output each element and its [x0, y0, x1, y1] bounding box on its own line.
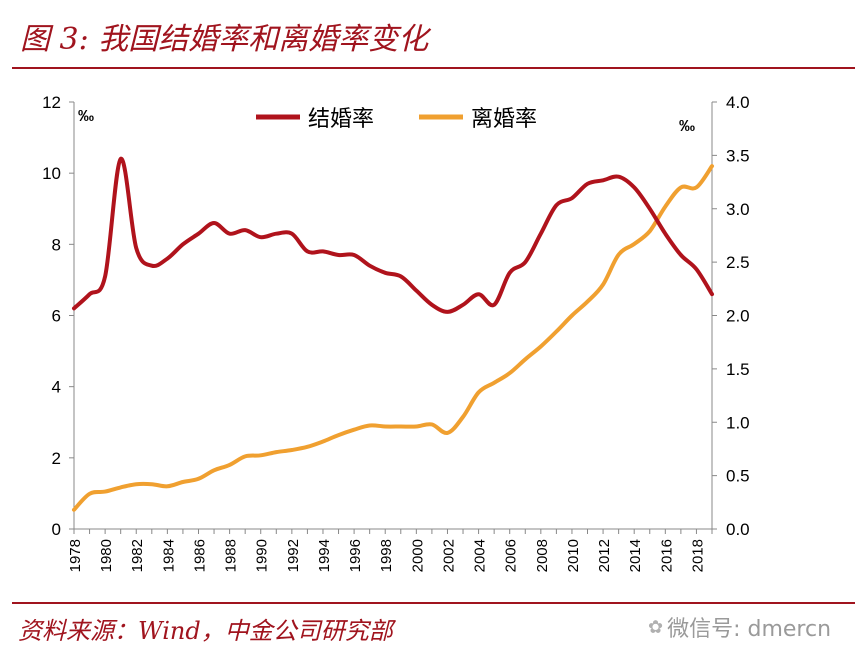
left-tick-label: 10: [42, 164, 61, 183]
source-divider: [12, 602, 855, 604]
left-tick-label: 2: [52, 449, 61, 468]
wechat-icon: ✿: [648, 616, 664, 638]
right-tick-label: 2.5: [726, 253, 750, 272]
series-layer: [72, 156, 714, 512]
left-axis-unit: ‰: [78, 108, 94, 125]
x-tick-label: 2008: [534, 539, 551, 572]
left-tick-label: 0: [52, 520, 61, 539]
x-tick-label: 1986: [191, 539, 208, 572]
right-axis-unit: ‰: [679, 118, 695, 135]
x-tick-label: 2016: [658, 539, 675, 572]
figure-title: 图 3: 我国结婚率和离婚率变化: [20, 22, 429, 57]
x-tick-label: 1998: [378, 539, 395, 572]
x-tick-label: 1994: [316, 539, 333, 572]
left-tick-label: 4: [52, 378, 61, 397]
x-tick-label: 1996: [347, 539, 364, 572]
right-tick-label: 3.5: [726, 146, 750, 165]
x-tick-label: 2000: [409, 539, 426, 572]
watermark: ✿ 微信号: dmercn: [648, 611, 831, 643]
left-tick-label: 8: [52, 235, 61, 254]
x-tick-label: 2002: [440, 539, 457, 572]
x-tick-label: 1992: [285, 539, 302, 572]
x-tick-label: 1980: [98, 539, 115, 572]
legend-label-divorce: 离婚率: [471, 106, 537, 131]
right-tick-label: 1.0: [726, 413, 750, 432]
left-tick-label: 12: [42, 93, 61, 112]
series-line-marriage: [72, 156, 714, 314]
x-tick-label: 1990: [254, 539, 271, 572]
x-tick-label: 2006: [503, 539, 520, 572]
x-tick-label: 1984: [160, 539, 177, 572]
x-tick-label: 1988: [223, 539, 240, 572]
watermark-text: 微信号: dmercn: [667, 617, 832, 642]
axes: 0 2 4 6 8 10 12 0.0 0.5 1.0 1.5 2.0 2.5 3.0 3.5 4.0 1978…: [42, 93, 750, 572]
x-tick-label: 1978: [67, 539, 84, 572]
x-tick-label: 2012: [596, 539, 613, 572]
legend: 结婚率 离婚率: [256, 106, 537, 131]
source-note: 资料来源：Wind，中金公司研究部: [18, 617, 393, 645]
x-tick-label: 1982: [129, 539, 146, 572]
x-tick-label: 2014: [627, 539, 644, 572]
right-tick-label: 1.5: [726, 360, 750, 379]
x-tick-label: 2010: [565, 539, 582, 572]
right-tick-label: 3.0: [726, 200, 750, 219]
right-tick-label: 2.0: [726, 307, 750, 326]
legend-label-marriage: 结婚率: [308, 106, 374, 131]
series-line-divorce: [72, 164, 714, 512]
x-tick-label: 2004: [472, 539, 489, 572]
title-divider: [12, 67, 855, 69]
right-tick-label: 0.5: [726, 467, 750, 486]
x-tick-label: 2018: [689, 539, 706, 572]
right-tick-label: 4.0: [726, 93, 750, 112]
right-tick-label: 0.0: [726, 520, 750, 539]
left-tick-label: 6: [52, 307, 61, 326]
